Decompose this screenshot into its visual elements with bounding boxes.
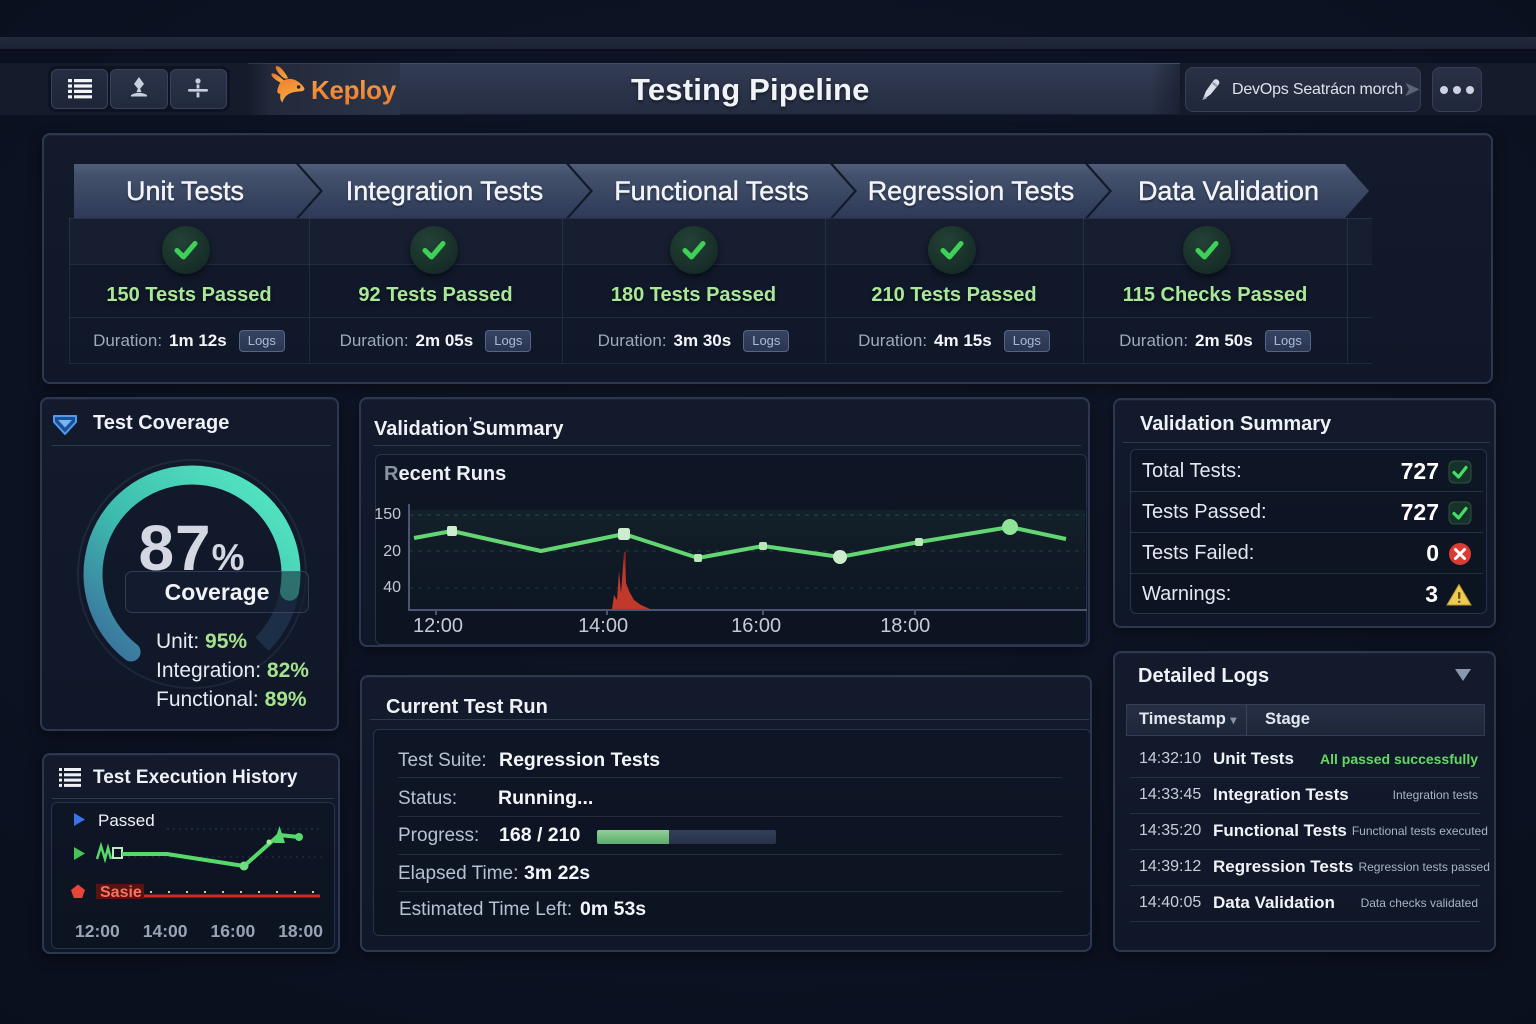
svg-text:Sasie: Sasie: [100, 884, 142, 901]
svg-text:Passed: Passed: [98, 811, 155, 830]
